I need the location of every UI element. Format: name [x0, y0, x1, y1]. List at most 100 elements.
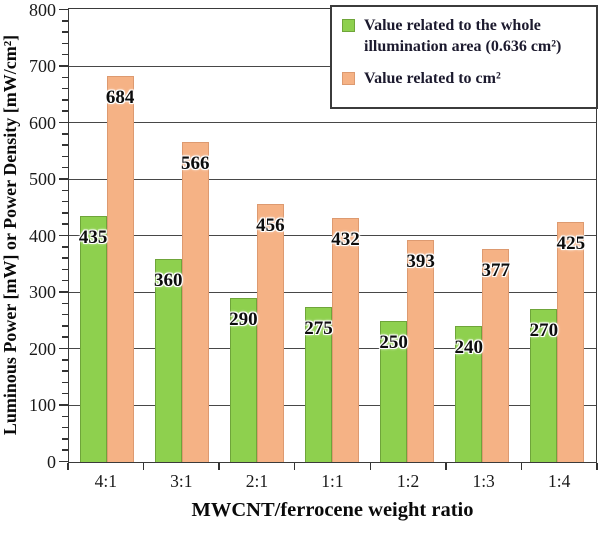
gridline-y-600 [69, 122, 596, 123]
y-major-tick [59, 404, 68, 406]
bar-1:3-series-0 [455, 326, 483, 462]
bar-1:1-series-1 [332, 217, 359, 462]
x-tick [596, 463, 598, 470]
x-tick [520, 463, 523, 470]
x-tick [142, 463, 145, 470]
y-major-tick [59, 121, 68, 124]
legend-swatch-green [342, 19, 355, 32]
y-minor-tick [62, 87, 68, 90]
legend: Value related to the whole illumination … [330, 5, 598, 109]
x-category-label: 1:2 [396, 471, 420, 491]
x-tick [67, 463, 69, 470]
legend-item-illumination-area: Value related to the whole illumination … [342, 16, 590, 58]
bar-value-label: 290 [229, 309, 258, 331]
bar-4:1-series-1 [106, 75, 134, 462]
legend-item-per-cm2: Value related to cm² [342, 69, 590, 90]
y-major-tick [59, 234, 68, 237]
bar-value-label: 684 [105, 86, 135, 108]
bar-value-label: 250 [379, 331, 408, 353]
bar-value-label: 566 [180, 153, 210, 175]
bar-2:1-series-1 [256, 204, 284, 462]
y-minor-tick [62, 42, 68, 45]
gridline-y-500 [69, 178, 596, 180]
y-minor-tick [62, 110, 68, 112]
bar-value-label: 275 [304, 317, 333, 339]
bar-3:1-series-0 [154, 258, 182, 462]
y-minor-tick [62, 53, 68, 56]
legend-swatch-salmon [342, 71, 355, 85]
y-minor-tick [62, 279, 68, 282]
y-minor-tick [62, 415, 68, 418]
y-minor-tick [62, 20, 68, 22]
y-minor-tick [62, 449, 68, 451]
y-minor-tick [62, 313, 68, 316]
y-major-tick [59, 460, 68, 463]
y-minor-tick [62, 99, 68, 101]
y-major-tick [59, 8, 68, 11]
y-major-tick [59, 347, 68, 350]
bar-value-label: 456 [256, 215, 285, 237]
y-minor-tick [62, 31, 68, 33]
y-minor-tick [62, 302, 68, 305]
y-major-tick [59, 291, 68, 293]
y-minor-tick [62, 166, 68, 169]
y-minor-tick [62, 223, 68, 225]
x-tick [369, 463, 372, 470]
bar-1:4-series-0 [530, 309, 558, 462]
y-tick-label: 600 [29, 112, 56, 133]
y-minor-tick [62, 189, 68, 192]
y-tick-label: 200 [29, 338, 56, 359]
bar-value-label: 425 [556, 232, 586, 254]
y-minor-tick [62, 200, 68, 203]
y-minor-tick [62, 392, 68, 395]
bar-value-label: 393 [406, 250, 435, 272]
x-category-label: 3:1 [170, 471, 193, 491]
bar-2:1-series-0 [229, 298, 257, 462]
y-major-tick [59, 65, 68, 67]
y-minor-tick [62, 144, 68, 146]
y-minor-tick [62, 133, 68, 135]
bar-3:1-series-1 [181, 142, 209, 462]
bar-value-label: 360 [153, 269, 183, 291]
bar-4:1-series-0 [79, 216, 107, 462]
y-minor-tick [62, 76, 68, 79]
x-tick [293, 463, 296, 470]
bar-value-label: 240 [454, 337, 484, 359]
y-minor-tick [62, 155, 68, 158]
y-tick-label: 400 [29, 225, 56, 246]
bar-1:4-series-1 [557, 221, 585, 462]
x-tick [218, 463, 220, 470]
x-category-label: 1:4 [548, 471, 571, 491]
bar-value-label: 432 [331, 228, 360, 250]
y-minor-tick [62, 257, 68, 259]
legend-label: Value related to the whole illumination … [364, 17, 562, 55]
bar-value-label: 270 [529, 320, 559, 342]
y-tick-label: 100 [29, 395, 56, 415]
x-tick [445, 463, 447, 470]
x-category-label: 1:1 [321, 471, 344, 491]
x-category-label: 1:3 [472, 471, 495, 491]
y-minor-tick [62, 381, 68, 384]
y-tick-label: 800 [29, 0, 56, 20]
legend-label: Value related to cm² [364, 69, 501, 87]
y-tick-label: 500 [29, 169, 56, 189]
y-minor-tick [62, 325, 68, 327]
bar-1:2-series-1 [407, 239, 435, 462]
x-category-label: 4:1 [94, 471, 117, 491]
y-tick-label: 300 [29, 282, 56, 302]
y-minor-tick [62, 246, 68, 248]
y-minor-tick [62, 370, 68, 372]
bar-1:1-series-0 [305, 306, 332, 462]
y-minor-tick [62, 426, 68, 429]
bar-1:3-series-1 [482, 249, 510, 462]
x-axis-title: MWCNT/ferrocene weight ratio [191, 499, 474, 521]
x-category-label: 2:1 [245, 471, 269, 491]
y-minor-tick [62, 359, 68, 361]
y-tick-label: 0 [47, 451, 56, 472]
bar-1:2-series-0 [380, 320, 408, 462]
y-tick-label: 700 [29, 56, 56, 76]
y-minor-tick [62, 212, 68, 214]
y-minor-tick [62, 336, 68, 338]
y-minor-tick [62, 438, 68, 440]
